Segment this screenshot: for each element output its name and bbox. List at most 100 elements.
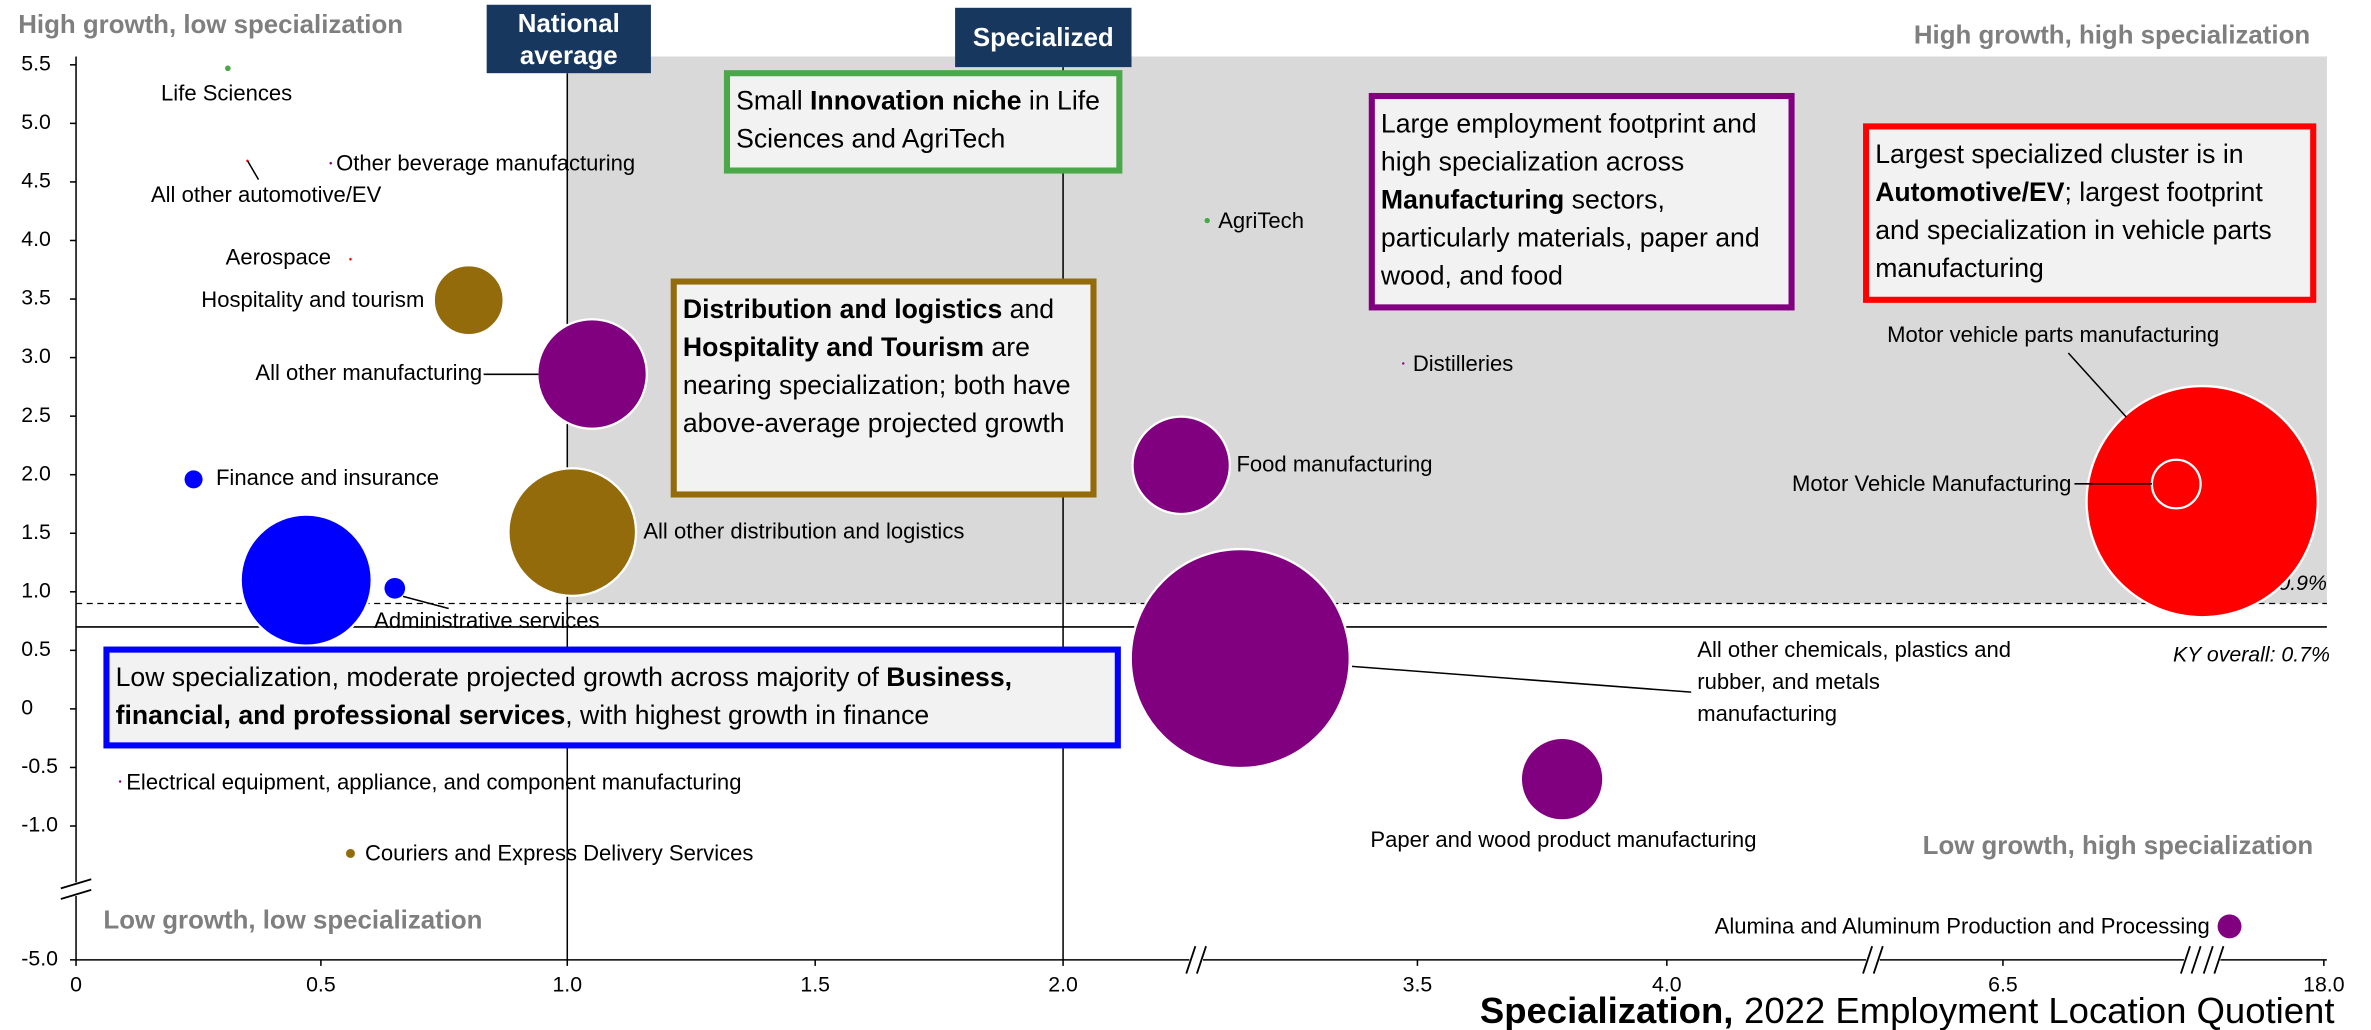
bubble: [507, 467, 638, 598]
y-tick-label: 2.5: [21, 403, 51, 427]
bubble: [239, 513, 373, 647]
quadrant-label: High growth, high specialization: [1914, 22, 2310, 50]
point-label: Administrative services: [374, 608, 599, 633]
bubble: [184, 469, 204, 489]
annotation-text-box: Distribution and logistics and Hospitali…: [674, 282, 1094, 495]
y-tick-label: 1.0: [21, 578, 51, 602]
annotation-part: , with highest growth in finance: [565, 699, 930, 731]
annotation-box: [670, 278, 1097, 498]
break-mark: [1872, 945, 1884, 974]
annotation-part: Business, financial, and professional se…: [115, 661, 1013, 731]
point-label: Couriers and Express Delivery Services: [365, 841, 753, 866]
break-mark: [1185, 945, 1197, 974]
break-mark: [60, 889, 92, 900]
bubble: [1519, 736, 1605, 822]
annotation-box: [723, 70, 1123, 174]
y-tick-label: -1.0: [21, 813, 58, 837]
x-title-rest: 2022 Employment Location Quotient: [1744, 990, 2334, 1030]
bubble: [224, 65, 232, 72]
reference-label: Specialized: [972, 23, 1114, 52]
reference-label: KY overall: 0.7%: [2173, 642, 2330, 666]
point-label: All other manufacturing: [255, 360, 482, 385]
break-mark: [2202, 945, 2214, 974]
annotation-text: Large employment footprint and high spec…: [1372, 96, 1792, 307]
annotation-part: in Life Sciences and AgriTech: [736, 85, 1100, 154]
y-tick-label: 1.5: [21, 520, 51, 544]
point-label: Finance and insurance: [216, 465, 439, 490]
x-tick-label: 1.5: [800, 972, 830, 996]
y-tick-label: 0.5: [21, 637, 51, 661]
bubble: [345, 848, 356, 859]
reference-header: [955, 7, 1132, 68]
y-tick-label: 5.0: [21, 110, 51, 134]
annotation-box: [103, 646, 1121, 749]
y-tick-label: 3.0: [21, 344, 51, 368]
x-tick-label: 6.5: [1988, 972, 2018, 996]
bubble: [536, 318, 648, 430]
break-mark: [1196, 945, 1207, 974]
point-label: Food manufacturing: [1236, 451, 1432, 476]
break-gap: [2183, 944, 2221, 976]
annotation-box: [1368, 92, 1795, 311]
bubble: [1401, 361, 1405, 366]
break-mark: [2180, 945, 2191, 974]
annotation-part: Manufacturing: [1380, 184, 1565, 215]
y-tick-label: 4.5: [21, 169, 51, 193]
point-label: Life Sciences: [161, 80, 292, 105]
x-tick-label: 1.0: [552, 972, 582, 996]
bubble: [118, 779, 122, 784]
point-label: Motor vehicle parts manufacturing: [1887, 322, 2219, 347]
break-mark: [1862, 945, 1874, 974]
annotation-part: Automotive/EV: [1875, 176, 2065, 208]
y-tick-label: 2.0: [21, 461, 51, 485]
annotation-text-box: Low specialization, moderate projected g…: [115, 661, 1013, 731]
bubble: [1131, 415, 1231, 516]
point-label: All other automotive/EV: [151, 182, 382, 207]
x-tick-label: 4.0: [1652, 972, 1682, 996]
point-label-box: All other chemicals, plastics and rubber…: [1697, 639, 2011, 727]
x-tick-label: 0: [70, 972, 82, 996]
quadrant-label: Low growth, low specialization: [103, 907, 482, 935]
break-mark: [2190, 945, 2202, 974]
leader-line: [402, 595, 449, 610]
axis-breaks: [60, 878, 2225, 976]
axes: [60, 56, 2327, 976]
annotation-text: Largest specialized cluster is in Automo…: [1866, 126, 2313, 299]
x-tick-label: 18.0: [2303, 972, 2344, 996]
break-mark: [60, 878, 92, 890]
reference-header-text: National average: [517, 8, 620, 70]
x-tick-label: 2.0: [1048, 972, 1078, 996]
annotation-part: Low specialization, moderate projected g…: [115, 661, 887, 693]
point-label: Paper and wood product manufacturing: [1370, 827, 1756, 852]
annotation-part: Large employment footprint and high spec…: [1380, 108, 1757, 177]
leader-line: [247, 161, 260, 181]
bubble: [348, 257, 353, 261]
point-label: AgriTech: [1218, 208, 1304, 233]
point-label: Alumina and Aluminum Production and Proc…: [1715, 914, 2210, 939]
y-tick-label: 0: [21, 696, 33, 720]
bubble: [384, 577, 406, 600]
bubble: [1203, 217, 1211, 224]
reference-header-text: Specialized: [972, 23, 1114, 52]
annotation-part: Hospitality and Tourism: [682, 331, 985, 363]
annotation-part: Innovation niche: [810, 85, 1022, 116]
x-tick-label: 0.5: [306, 972, 336, 996]
annotation-part: Largest specialized cluster is in: [1875, 138, 2244, 170]
annotation-part: ; largest footprint and specialization i…: [1875, 176, 2272, 284]
bubble: [1129, 547, 1351, 770]
reference-label: National average: [517, 8, 620, 70]
x-title-bold: Specialization,: [1480, 990, 1734, 1030]
bubble: [329, 161, 333, 165]
leader-line: [2067, 352, 2127, 418]
y-tick-label: 4.0: [21, 227, 51, 251]
annotation-text-box: Small Innovation niche in Life Sciences …: [736, 85, 1100, 154]
point-label: Hospitality and tourism: [201, 287, 424, 312]
annotation-text-box: Largest specialized cluster is in Automo…: [1866, 126, 2313, 299]
annotation-text: Distribution and logistics and Hospitali…: [674, 282, 1094, 495]
quadrant-label: High growth, low specialization: [18, 11, 403, 39]
bubble: [2217, 913, 2242, 939]
point-label: Distilleries: [1413, 351, 1513, 376]
annotation-part: and: [1002, 293, 1055, 325]
